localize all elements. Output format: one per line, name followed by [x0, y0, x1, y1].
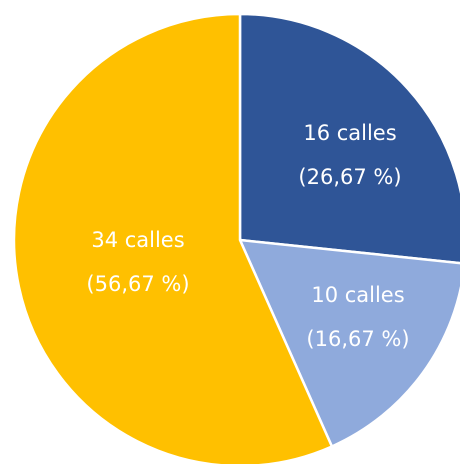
slice-label: 34 calles	[91, 228, 184, 252]
pie-slice	[12, 12, 334, 464]
slice-label: 16 calles	[303, 121, 396, 145]
slice-label: 10 calles	[311, 283, 404, 307]
pie-slice	[238, 12, 460, 265]
slice-percentage: (26,67 %)	[298, 165, 401, 189]
slice-percentage: (56,67 %)	[86, 272, 189, 296]
pie-slice	[238, 238, 460, 448]
slice-percentage: (16,67 %)	[306, 327, 409, 351]
